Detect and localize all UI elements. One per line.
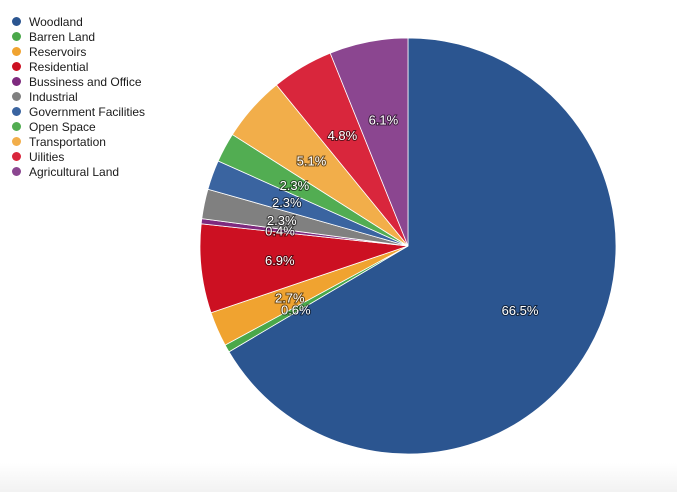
legend-item: Transportation	[12, 134, 145, 149]
legend-item: Residential	[12, 59, 145, 74]
pie-slices	[199, 37, 617, 455]
legend-swatch	[12, 62, 21, 71]
slice-label: 2.3%	[272, 195, 302, 210]
legend-swatch	[12, 137, 21, 146]
slice-label: 0.6%	[281, 303, 311, 318]
legend-swatch	[12, 47, 21, 56]
legend-swatch	[12, 107, 21, 116]
legend-swatch	[12, 122, 21, 131]
legend-item: Government Facilities	[12, 104, 145, 119]
pie-chart: 66.5%0.6%2.7%6.9%0.4%2.3%2.3%2.3%5.1%4.8…	[199, 37, 617, 455]
legend-label: Government Facilities	[29, 104, 146, 119]
slice-label: 2.3%	[280, 178, 310, 193]
pie-slice	[228, 37, 617, 455]
legend-item: Agricultural Land	[12, 164, 145, 179]
legend-item: Bussiness and Office	[12, 74, 145, 89]
legend: Woodland Barren Land Reservoirs Residential…	[12, 14, 145, 179]
slice-label: 6.9%	[265, 253, 295, 268]
legend-label: Industrial	[29, 89, 78, 104]
legend-label: Agricultural Land	[29, 164, 120, 179]
legend-label: Bussiness and Office	[29, 74, 142, 89]
legend-item: Uilities	[12, 149, 145, 164]
pie-slice	[329, 37, 409, 247]
legend-item: Woodland	[12, 14, 145, 29]
legend-swatch	[12, 167, 21, 176]
legend-label: Reservoirs	[29, 44, 87, 59]
legend-label: Barren Land	[29, 29, 96, 44]
pie-labels: 66.5%0.6%2.7%6.9%0.4%2.3%2.3%2.3%5.1%4.8…	[264, 111, 540, 318]
slice-label: 6.1%	[369, 112, 399, 127]
slice-label: 2.3%	[267, 213, 297, 228]
slice-label: 5.1%	[297, 153, 327, 168]
legend-swatch	[12, 152, 21, 161]
slice-label: 2.7%	[275, 291, 305, 306]
legend-label: Open Space	[29, 119, 96, 134]
legend-swatch	[12, 32, 21, 41]
legend-label: Woodland	[29, 14, 83, 29]
legend-swatch	[12, 77, 21, 86]
legend-swatch	[12, 17, 21, 26]
bottom-bar	[0, 463, 677, 492]
slice-label: 4.8%	[328, 128, 358, 143]
legend-label: Uilities	[29, 149, 65, 164]
slice-label: 0.4%	[265, 224, 295, 239]
legend-swatch	[12, 92, 21, 101]
legend-item: Industrial	[12, 89, 145, 104]
legend-item: Barren Land	[12, 29, 145, 44]
legend-label: Transportation	[29, 134, 106, 149]
legend-item: Reservoirs	[12, 44, 145, 59]
legend-item: Open Space	[12, 119, 145, 134]
legend-label: Residential	[29, 59, 89, 74]
slice-label: 66.5%	[502, 303, 539, 318]
